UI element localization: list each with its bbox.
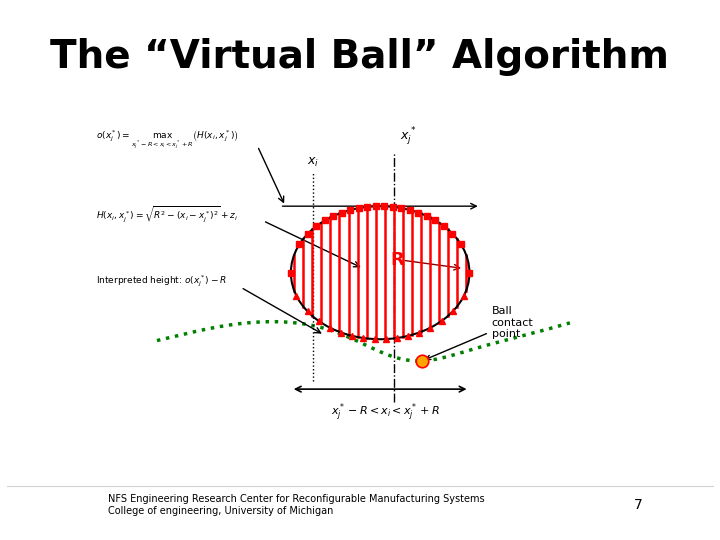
Text: NFS Engineering Research Center for Reconfigurable Manufacturing Systems
College: NFS Engineering Research Center for Reco… xyxy=(108,494,485,516)
Text: Ball
contact
point: Ball contact point xyxy=(426,306,534,360)
Text: $x_j^* - R < x_i < x_j^* + R$: $x_j^* - R < x_i < x_j^* + R$ xyxy=(331,402,440,424)
Text: $H(x_i,x_j^*)=\sqrt{R^2-(x_i-x_j^*)^2}+z_i$: $H(x_i,x_j^*)=\sqrt{R^2-(x_i-x_j^*)^2}+z… xyxy=(96,204,238,225)
Text: Interpreted height: $o(x_j^*)-R$: Interpreted height: $o(x_j^*)-R$ xyxy=(96,273,227,289)
Text: $o(x_j^*)=\underset{x_j^*-R<x_i<x_j^*+R}{\max}\left(H(x_i,x_j^*)\right)$: $o(x_j^*)=\underset{x_j^*-R<x_i<x_j^*+R}… xyxy=(96,128,238,151)
Text: 7: 7 xyxy=(634,498,642,512)
Text: $x_j^*$: $x_j^*$ xyxy=(400,126,416,148)
Text: The “Virtual Ball” Algorithm: The “Virtual Ball” Algorithm xyxy=(50,38,670,76)
Text: $x_i$: $x_i$ xyxy=(307,156,319,168)
Text: R: R xyxy=(390,251,404,269)
